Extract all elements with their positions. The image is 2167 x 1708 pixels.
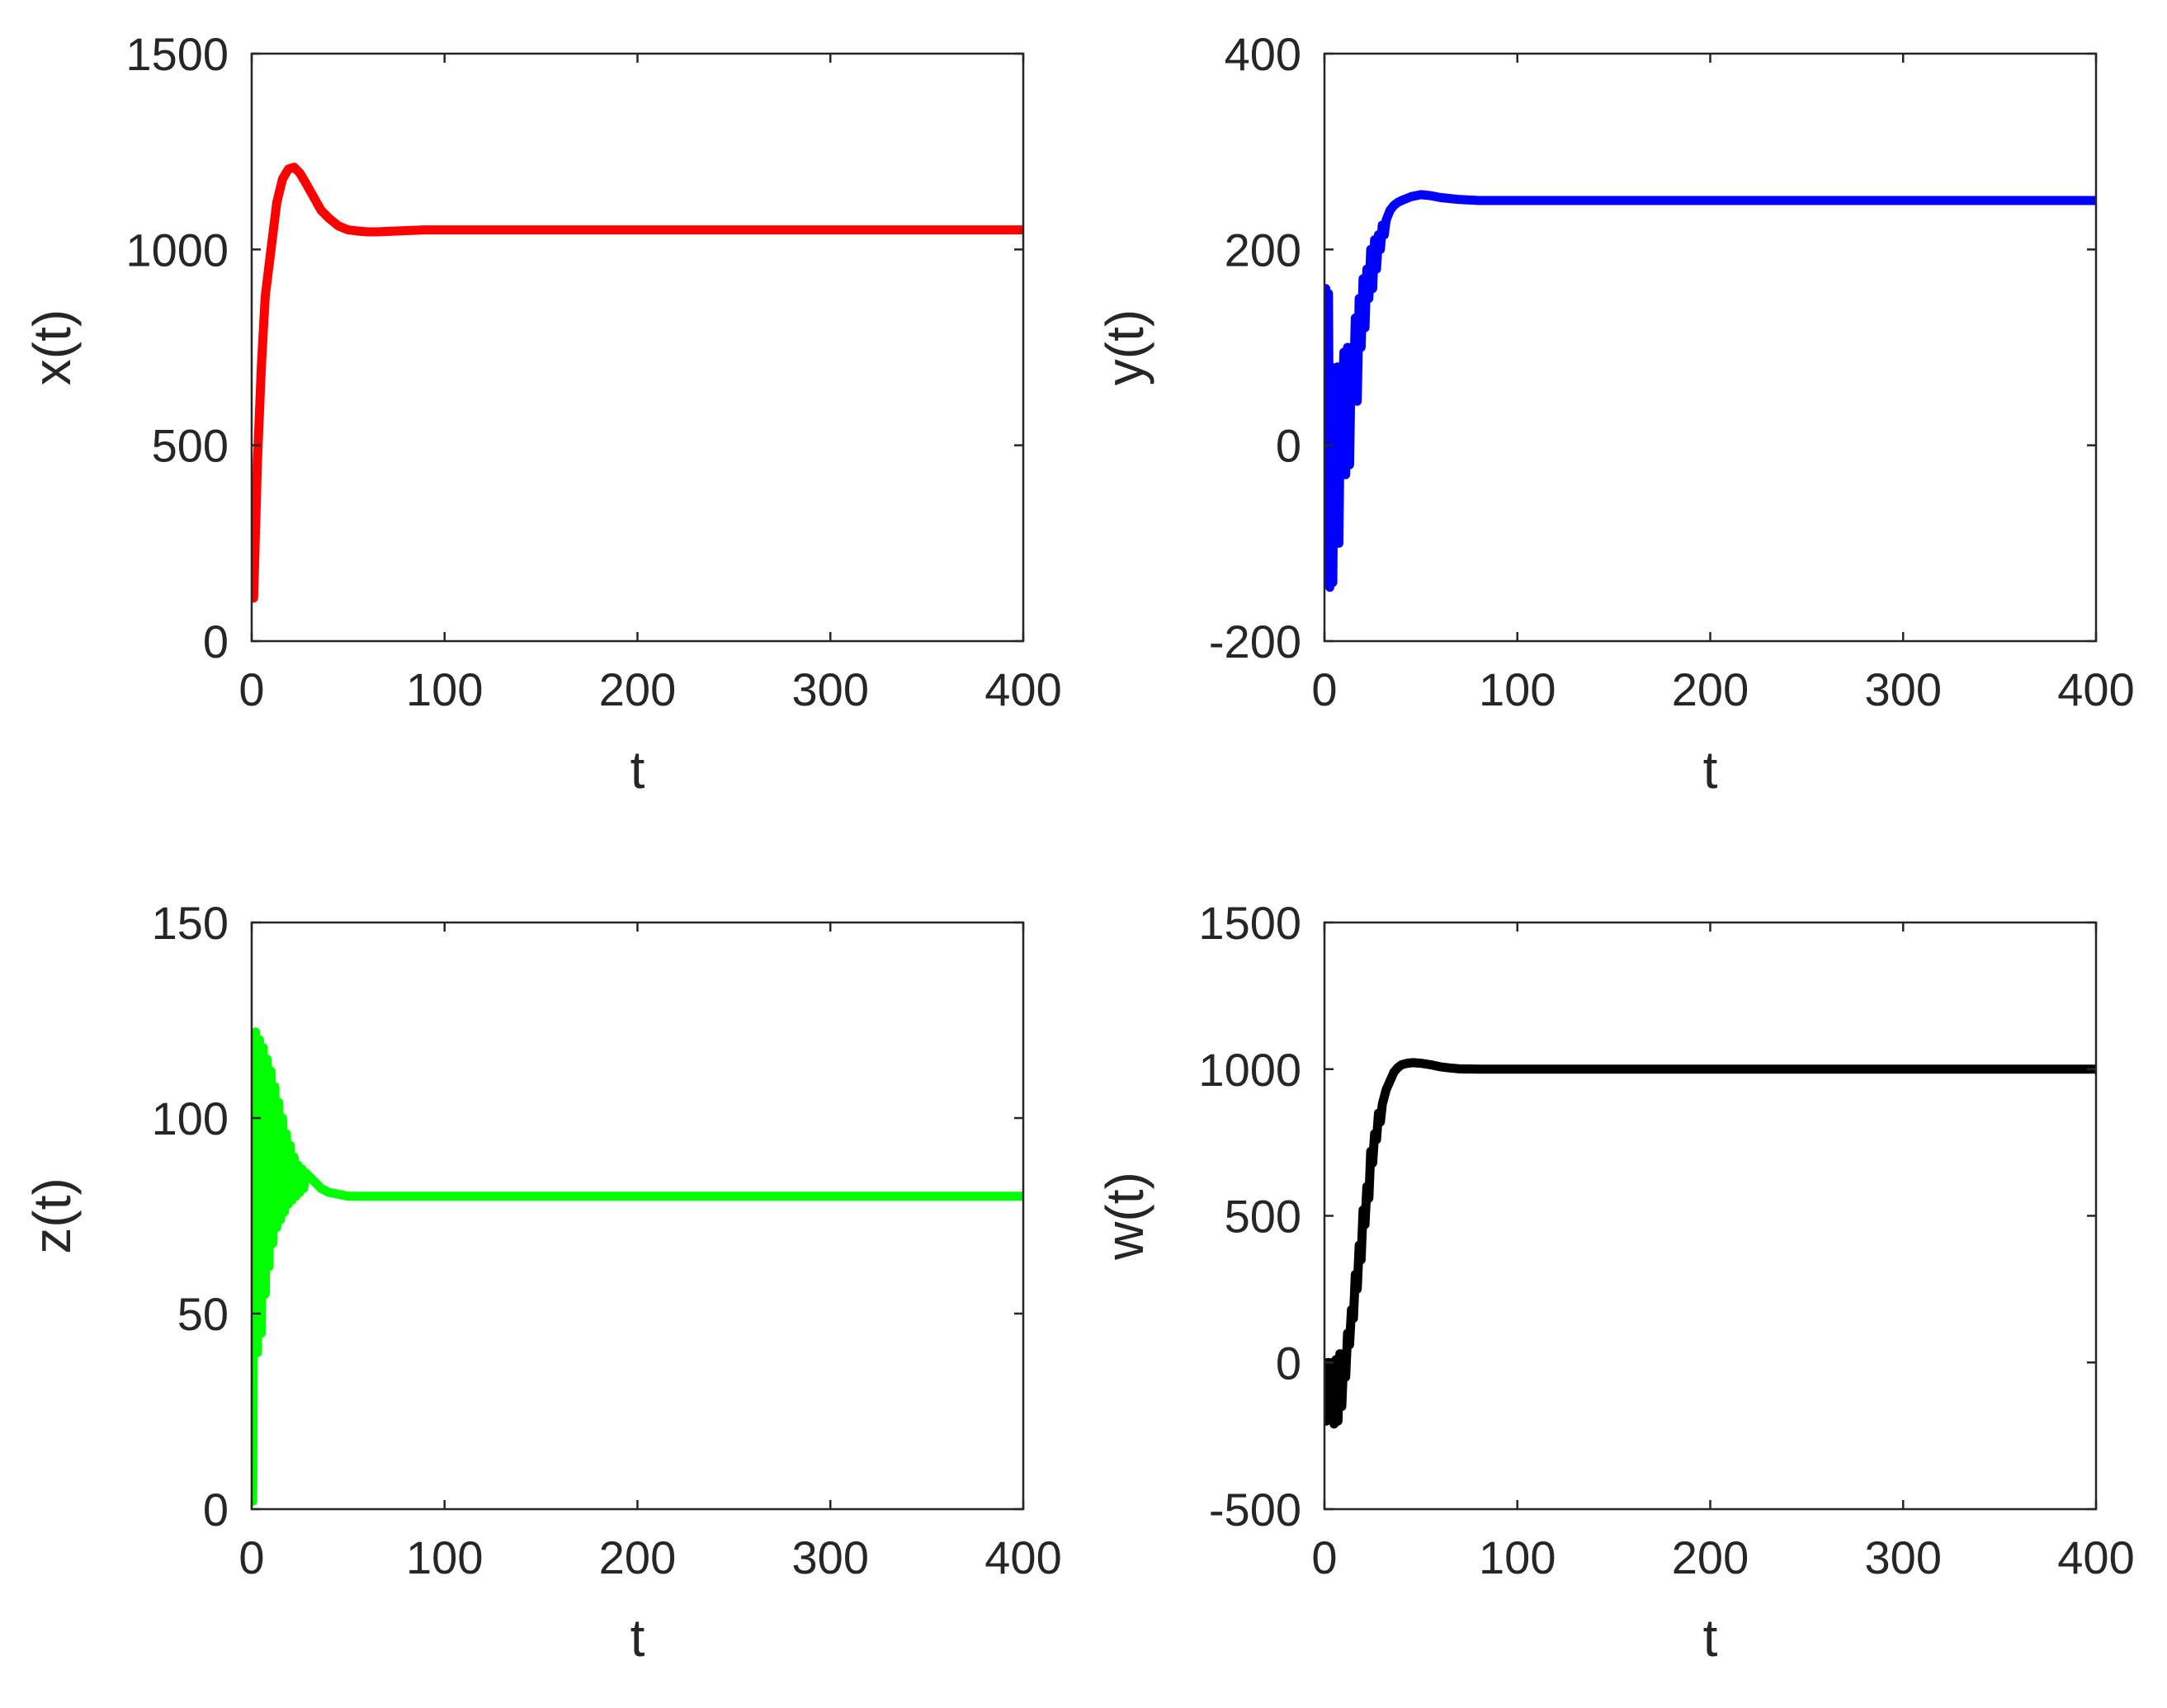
- y-axis-label-y: y(t): [1095, 309, 1154, 385]
- x-axis-label-z: t: [630, 1608, 645, 1668]
- y-tick-label-y: -200: [1209, 616, 1301, 668]
- x-tick-label-y: 200: [1672, 663, 1749, 715]
- axes-frame-z: [250, 921, 1025, 1511]
- subplot-x: 0 100 200 300 400 0 500 1000 1500 t x(t): [22, 28, 1062, 800]
- y-tick-label-y: 0: [1276, 420, 1301, 472]
- axes-frame-w: [1323, 921, 2098, 1511]
- x-tick-label-w: 0: [1311, 1531, 1337, 1583]
- subplot-z: 0 100 200 300 400 0 50 100 150 t z(t): [22, 897, 1062, 1668]
- y-tick-label-z: 50: [177, 1288, 229, 1340]
- y-axis-label-z: z(t): [22, 1177, 82, 1253]
- y-tick-label-w: -500: [1209, 1484, 1301, 1536]
- x-tick-label-y: 0: [1311, 663, 1337, 715]
- x-tick-label-x: 200: [599, 663, 676, 715]
- axes-frame-x: [250, 52, 1025, 643]
- y-tick-label-w: 0: [1276, 1337, 1301, 1389]
- x-axis-label-x: t: [630, 740, 645, 800]
- y-tick-label-z: 0: [203, 1484, 229, 1536]
- x-tick-label-x: 100: [406, 663, 483, 715]
- y-tick-label-x: 1000: [125, 224, 229, 276]
- y-tick-label-w: 500: [1225, 1191, 1301, 1243]
- y-tick-label-x: 1500: [125, 28, 229, 80]
- x-tick-label-x: 300: [792, 663, 869, 715]
- y-axis-label-x: x(t): [22, 309, 82, 385]
- x-tick-label-z: 300: [792, 1531, 869, 1583]
- x-tick-label-z: 200: [599, 1531, 676, 1583]
- x-tick-label-y: 300: [1865, 663, 1942, 715]
- x-tick-label-z: 100: [406, 1531, 483, 1583]
- y-tick-label-x: 500: [152, 420, 229, 472]
- axes-frame-y: [1323, 52, 2098, 643]
- x-tick-label-z: 400: [984, 1531, 1061, 1583]
- x-tick-label-w: 400: [2057, 1531, 2134, 1583]
- x-tick-label-y: 400: [2057, 663, 2134, 715]
- x-tick-label-w: 200: [1672, 1531, 1749, 1583]
- x-tick-label-z: 0: [238, 1531, 264, 1583]
- y-tick-label-z: 150: [152, 897, 229, 949]
- y-tick-label-y: 400: [1225, 28, 1301, 80]
- y-tick-label-w: 1000: [1198, 1044, 1301, 1096]
- x-tick-label-x: 0: [238, 663, 264, 715]
- x-axis-label-w: t: [1703, 1608, 1718, 1668]
- x-tick-label-y: 100: [1479, 663, 1556, 715]
- x-tick-label-w: 300: [1865, 1531, 1942, 1583]
- y-tick-label-w: 1500: [1198, 897, 1301, 949]
- y-tick-label-x: 0: [203, 616, 229, 668]
- series-line-x: [252, 163, 1023, 603]
- x-tick-label-w: 100: [1479, 1531, 1556, 1583]
- x-tick-label-x: 400: [984, 663, 1061, 715]
- series-line-w: [1324, 1058, 2096, 1429]
- y-axis-label-w: w(t): [1095, 1172, 1154, 1261]
- y-tick-label-y: 200: [1225, 224, 1301, 276]
- series-line-y: [1324, 190, 2096, 592]
- y-tick-label-z: 100: [152, 1092, 229, 1144]
- x-axis-label-y: t: [1703, 740, 1718, 800]
- series-line-z: [252, 1027, 1023, 1506]
